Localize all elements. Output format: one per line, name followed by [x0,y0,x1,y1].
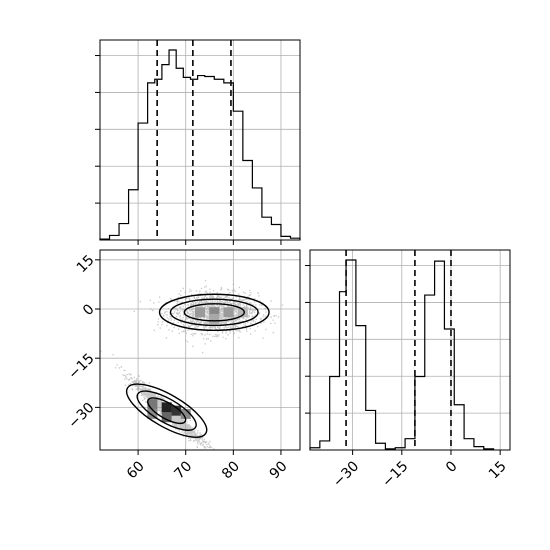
x-tick-label: 15 [486,458,510,482]
density-cell [147,408,158,419]
y-tick-label: −30 [65,400,97,432]
contour-level [169,298,259,327]
x-tick-label: 0 [443,458,461,476]
grid-scatter [100,250,300,450]
frame-right [309,249,511,451]
contour-level [183,303,245,322]
density-cell [180,408,191,419]
contour-level [158,293,270,332]
ticks-right: −30 −15 0 15 [305,265,510,491]
density-cell [171,405,182,416]
x-tick-label: −30 [330,458,362,490]
scatter-points [100,280,284,450]
quantile-lines-y [345,250,452,450]
ticks-top [95,55,282,245]
contour-level [146,397,187,425]
density-cell [223,307,234,318]
histogram-panel-y: −30 −15 0 15 [305,249,511,491]
y-tick-label: 15 [74,252,98,276]
density-cells [147,307,248,423]
density-cell [161,402,172,413]
x-tick-label: 80 [219,458,243,482]
frame-scatter [99,249,301,451]
contour-level [125,383,208,438]
density-cell [195,307,205,318]
frame-top [99,39,301,241]
x-tick-label: 70 [171,458,195,482]
density-cell [147,399,158,410]
density-cell [237,307,248,318]
histogram-y-step [309,259,495,450]
y-tick-label: 0 [80,301,98,319]
x-tick-label: 60 [124,458,148,482]
contour-lines [125,293,270,438]
y-tick-label: −15 [65,351,97,383]
contour-level [136,390,197,431]
density-cell [209,307,220,318]
x-tick-label: 90 [267,458,291,482]
ticks-scatter: 60 70 80 90 15 0 −15 −30 [65,252,290,482]
density-cell [161,412,172,423]
histogram-x-step [99,49,301,240]
scatter-panel-xy: 60 70 80 90 15 0 −15 −30 [65,249,301,482]
scatter-dots [100,280,284,450]
histogram-panel-x [95,39,301,245]
grid-top [100,40,300,240]
quantile-lines-x [156,40,232,240]
x-tick-label: −15 [379,458,411,490]
density-cell [209,313,220,324]
